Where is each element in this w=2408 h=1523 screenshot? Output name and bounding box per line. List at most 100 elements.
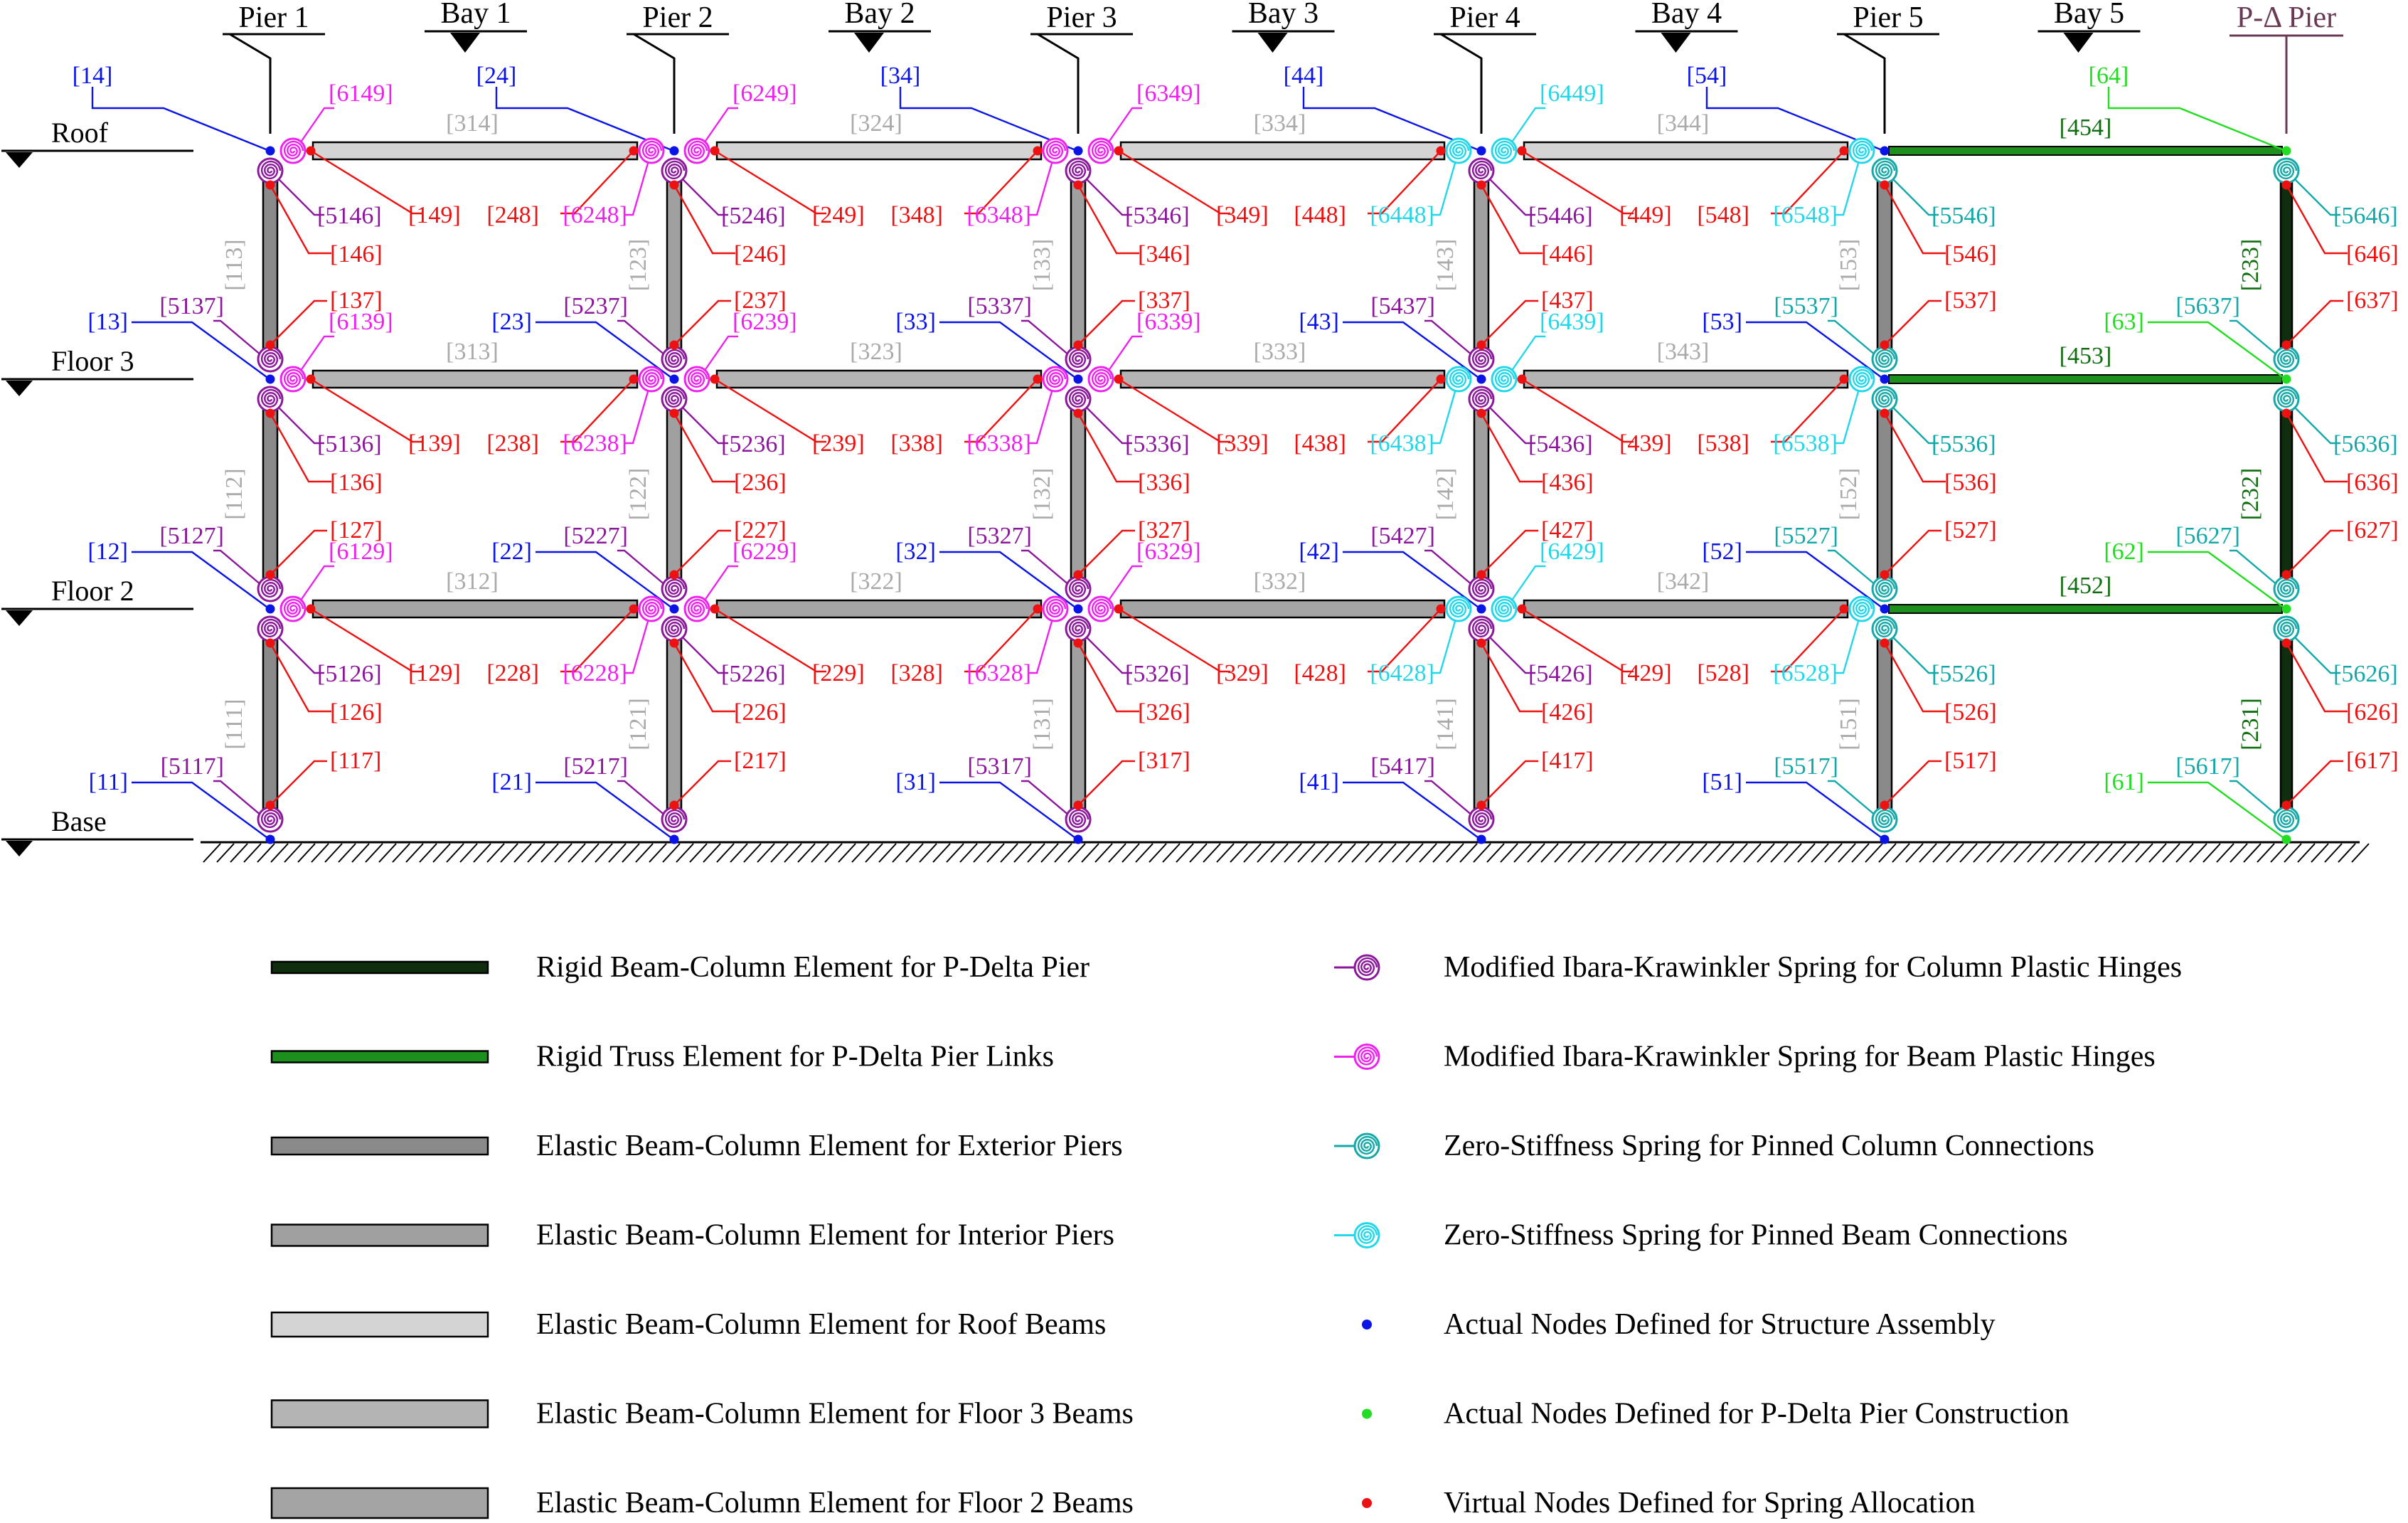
- node-label: [13]: [87, 309, 128, 335]
- virtual-node-label: [646]: [2346, 241, 2399, 267]
- virtual-leader: [673, 184, 735, 255]
- pier-label: Pier 5: [1853, 1, 1923, 34]
- actual-node: [1476, 604, 1486, 614]
- spring-leader: [1083, 176, 1132, 216]
- beam-spring-left-icon: [1045, 140, 1067, 160]
- pier-bay-headers: Pier 1 Pier 2 Pier 3 Pier 4 Pier 5 P-Δ Pier Ba…: [223, 0, 2343, 134]
- column-spring-below-icon: [260, 388, 282, 408]
- virtual-node-label: [517]: [1944, 748, 1997, 774]
- spring-leader: [1828, 319, 1881, 360]
- spring-leader: [1028, 388, 1054, 445]
- column-spring-label: [5417]: [1370, 753, 1435, 780]
- column-spring-below-icon: [1471, 388, 1493, 408]
- node-label: [34]: [880, 63, 921, 89]
- bay-triangle: [1257, 33, 1288, 53]
- virtual-leader: [1883, 184, 1946, 255]
- column-spring-label: [5227]: [563, 523, 628, 549]
- column-spring-above-icon: [260, 349, 282, 368]
- node-leader: [899, 87, 1078, 152]
- virtual-leader: [269, 642, 331, 713]
- column-spring-label: [5536]: [1932, 431, 1996, 457]
- actual-node: [1073, 604, 1083, 614]
- spring-leader: [1486, 176, 1535, 216]
- virtual-leader: [1480, 413, 1543, 483]
- column-spring-label: [5537]: [1774, 293, 1838, 319]
- actual-node: [1880, 604, 1890, 614]
- virtual-node: [1839, 374, 1849, 384]
- beam-element-2-4: [1523, 599, 1849, 619]
- column-element-6-2: [2279, 408, 2294, 580]
- node-label: [52]: [1702, 538, 1742, 565]
- virtual-node-label: [436]: [1541, 469, 1594, 496]
- column-spring-label: [5226]: [721, 661, 786, 687]
- legend-label: Elastic Beam-Column Element for Roof Bea…: [536, 1308, 1106, 1341]
- spring-leader: [624, 388, 650, 445]
- node-leader: [132, 551, 270, 610]
- virtual-leader: [560, 150, 634, 215]
- node-leader: [91, 87, 270, 152]
- virtual-leader: [1481, 299, 1538, 346]
- virtual-node-label: [229]: [812, 660, 865, 686]
- actual-node: [1073, 374, 1083, 384]
- column-element-5-3: [1876, 179, 1893, 351]
- beam-spring-label: [6228]: [563, 660, 627, 686]
- beam-spring-left-icon: [641, 140, 663, 160]
- column-element-2-2: [666, 408, 683, 580]
- column-label: [142]: [1432, 468, 1459, 521]
- legend-label: Elastic Beam-Column Element for Floor 3 …: [536, 1398, 1134, 1431]
- node-leader: [939, 321, 1078, 380]
- legend-spring-icon: [1357, 1135, 1378, 1155]
- beam-spring-label: [6548]: [1773, 202, 1838, 228]
- legend-node-icon: [1362, 1498, 1372, 1508]
- level-triangle: [6, 610, 33, 626]
- column-spring-below-icon: [1875, 160, 1896, 180]
- pier-label: Pier 1: [238, 1, 309, 34]
- beam-label: [324]: [850, 110, 902, 137]
- spring-leader: [213, 319, 267, 360]
- beam-spring-right-icon: [1091, 598, 1112, 618]
- column-element-4-1: [1473, 637, 1490, 811]
- virtual-node-label: [536]: [1944, 469, 1997, 496]
- virtual-leader: [1771, 608, 1845, 673]
- virtual-node: [669, 340, 679, 350]
- virtual-leader: [714, 378, 826, 443]
- column-spring-label: [5326]: [1125, 661, 1190, 687]
- spring-leader: [679, 404, 728, 445]
- beam-spring-left-icon: [1852, 140, 1873, 160]
- virtual-node-label: [338]: [890, 430, 943, 457]
- virtual-node: [1114, 374, 1124, 384]
- column-spring-label: [5646]: [2333, 203, 2398, 229]
- spring-leader: [1424, 549, 1478, 590]
- virtual-leader: [1884, 299, 1941, 346]
- beam-spring-right-icon: [687, 140, 708, 160]
- virtual-node: [1436, 604, 1446, 614]
- virtual-leader: [1368, 378, 1442, 443]
- virtual-node: [1033, 146, 1043, 156]
- column-element-4-2: [1473, 408, 1490, 580]
- column-label: [152]: [1836, 468, 1862, 521]
- virtual-node-label: [527]: [1944, 517, 1997, 543]
- virtual-leader: [310, 607, 422, 673]
- node-leader: [536, 551, 674, 610]
- virtual-leader: [270, 529, 327, 575]
- node-leader: [1746, 781, 1885, 840]
- spring-leader: [275, 404, 324, 445]
- column-spring-base-icon: [664, 809, 686, 829]
- column-spring-below-icon: [1068, 618, 1090, 638]
- beam-label: [312]: [446, 568, 499, 595]
- spring-leader: [617, 319, 671, 360]
- virtual-node-label: [326]: [1138, 699, 1190, 726]
- column-spring-below-icon: [1068, 388, 1090, 408]
- spring-leader: [1835, 618, 1860, 674]
- virtual-leader: [1771, 378, 1845, 443]
- virtual-leader: [1368, 608, 1442, 673]
- virtual-node: [1517, 604, 1527, 614]
- virtual-node: [1839, 146, 1849, 156]
- virtual-node-label: [228]: [486, 660, 539, 686]
- node-label: [31]: [895, 769, 936, 795]
- spring-leader: [679, 634, 728, 674]
- node-label: [23]: [491, 309, 532, 335]
- virtual-node-label: [137]: [330, 287, 383, 314]
- beam-spring-right-icon: [1494, 598, 1515, 618]
- beam-element-3-4: [1523, 369, 1849, 389]
